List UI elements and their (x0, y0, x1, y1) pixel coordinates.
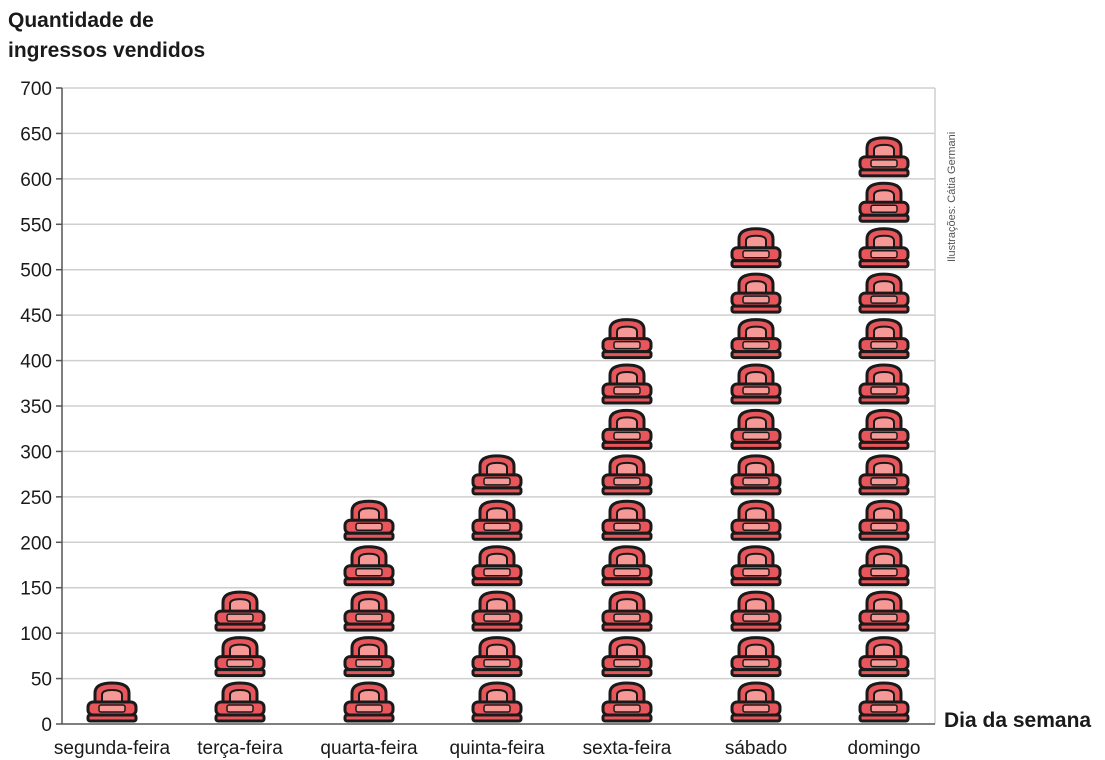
armchair-icon (343, 545, 395, 587)
y-tick-label: 0 (41, 715, 52, 736)
armchair-icon (858, 454, 910, 496)
y-tick-label: 150 (20, 579, 52, 600)
x-category-label: quinta-feira (449, 738, 544, 759)
armchair-icon (858, 227, 910, 269)
armchair-icon (601, 545, 653, 587)
armchair-icon (601, 636, 653, 678)
armchair-icon (471, 454, 523, 496)
y-tick-label: 500 (20, 261, 52, 282)
armchair-icon (601, 363, 653, 405)
armchair-icon (858, 499, 910, 541)
armchair-icon (471, 636, 523, 678)
armchair-icon (601, 318, 653, 360)
armchair-icon (858, 363, 910, 405)
armchair-icon (343, 636, 395, 678)
armchair-icon (730, 227, 782, 269)
armchair-icon (730, 454, 782, 496)
x-category-label: sábado (725, 738, 787, 759)
armchair-icon (601, 499, 653, 541)
armchair-icon (858, 136, 910, 178)
armchair-icon (730, 545, 782, 587)
y-tick-label: 600 (20, 170, 52, 191)
x-axis-title: Dia da semana (944, 709, 1092, 732)
armchair-icon (601, 681, 653, 723)
armchair-icon (730, 636, 782, 678)
x-category-label: quarta-feira (320, 738, 418, 759)
armchair-icon (471, 545, 523, 587)
armchair-icon (858, 408, 910, 450)
x-category-label: terça-feira (197, 738, 283, 759)
armchair-icon (858, 318, 910, 360)
armchair-icon (343, 499, 395, 541)
armchair-icon (471, 590, 523, 632)
armchair-icon (86, 681, 138, 723)
armchair-icon (858, 545, 910, 587)
armchair-icon (858, 681, 910, 723)
y-axis-title-line1: Quantidade de (8, 9, 154, 32)
armchair-icon (214, 590, 266, 632)
armchair-icon (214, 681, 266, 723)
armchair-icon (730, 408, 782, 450)
armchair-icon (471, 499, 523, 541)
armchair-icon (601, 408, 653, 450)
y-tick-label: 250 (20, 488, 52, 509)
y-tick-label: 200 (20, 533, 52, 554)
armchair-icon (730, 363, 782, 405)
armchair-icon (730, 499, 782, 541)
x-category-label: segunda-feira (54, 738, 171, 759)
armchair-icon (471, 681, 523, 723)
y-tick-label: 700 (20, 79, 52, 100)
y-axis-title: Quantidade de ingressos vendidos (8, 6, 205, 66)
armchair-icon (858, 181, 910, 223)
armchair-icon (343, 681, 395, 723)
y-tick-label: 300 (20, 442, 52, 463)
armchair-icon (601, 454, 653, 496)
armchair-icon (730, 318, 782, 360)
armchair-icon (730, 681, 782, 723)
armchair-icon (214, 636, 266, 678)
y-tick-label: 650 (20, 124, 52, 145)
armchair-icon (858, 636, 910, 678)
x-category-label: domingo (848, 738, 921, 759)
armchair-icon (601, 590, 653, 632)
y-tick-label: 450 (20, 306, 52, 327)
y-axis-title-line2: ingressos vendidos (8, 39, 206, 62)
armchair-icon (858, 590, 910, 632)
y-tick-label: 350 (20, 397, 52, 418)
y-tick-label: 550 (20, 215, 52, 236)
x-category-label: sexta-feira (583, 738, 672, 759)
armchair-icon (730, 272, 782, 314)
y-tick-label: 400 (20, 352, 52, 373)
armchair-icon (730, 590, 782, 632)
y-tick-label: 50 (31, 670, 52, 691)
y-tick-label: 100 (20, 624, 52, 645)
armchair-icon (343, 590, 395, 632)
armchair-icon (858, 272, 910, 314)
